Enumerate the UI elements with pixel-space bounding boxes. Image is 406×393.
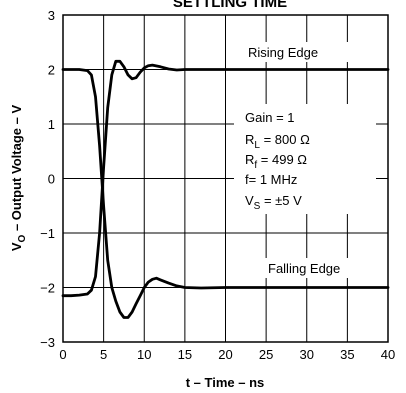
x-tick-label: 10 (137, 347, 151, 362)
x-tick-label: 0 (59, 347, 66, 362)
plot-frame (62, 14, 389, 343)
rising-label-bg (244, 42, 356, 62)
y-tick-label: 1 (48, 117, 55, 132)
annotation-rf: Rf = 499 Ω (245, 152, 307, 171)
x-axis-label: t – Time – ns (186, 375, 265, 390)
y-axis-label: VO – Output Voltage – V (9, 105, 28, 252)
x-tick-label: 5 (100, 347, 107, 362)
y-tick-label: 2 (48, 63, 55, 78)
annotation-gain: Gain = 1 (245, 110, 295, 125)
y-tick-label: −2 (40, 281, 55, 296)
y-tick-label: −3 (40, 335, 55, 350)
y-tick-label: 3 (48, 8, 55, 23)
y-tick-label: 0 (48, 172, 55, 187)
series-layer (61, 59, 390, 319)
falling-edge-label: Falling Edge (268, 261, 340, 276)
annotation-frequency: f= 1 MHz (245, 172, 297, 187)
x-tick-label: 35 (340, 347, 354, 362)
x-tick-label: 40 (381, 347, 395, 362)
x-tick-label: 20 (218, 347, 232, 362)
rising-edge-label: Rising Edge (248, 45, 318, 60)
x-tick-label: 30 (300, 347, 314, 362)
rising-edge-series-line (61, 68, 390, 319)
tick-labels: 0 5 10 15 20 25 30 35 40 −3 −2 −1 0 1 2 3 (40, 8, 395, 362)
annotation-box-bg (234, 104, 376, 214)
chart-title: SETTLING TIME (173, 0, 287, 11)
annotation-rl: RL = 800 Ω (245, 132, 310, 151)
x-tick-label: 25 (259, 347, 273, 362)
x-tick-label: 15 (178, 347, 192, 362)
annotation-vs: VS = ±5 V (245, 193, 302, 212)
falling-label-bg (262, 258, 374, 278)
y-tick-label: −1 (40, 226, 55, 241)
falling-edge-series-line (61, 59, 390, 298)
